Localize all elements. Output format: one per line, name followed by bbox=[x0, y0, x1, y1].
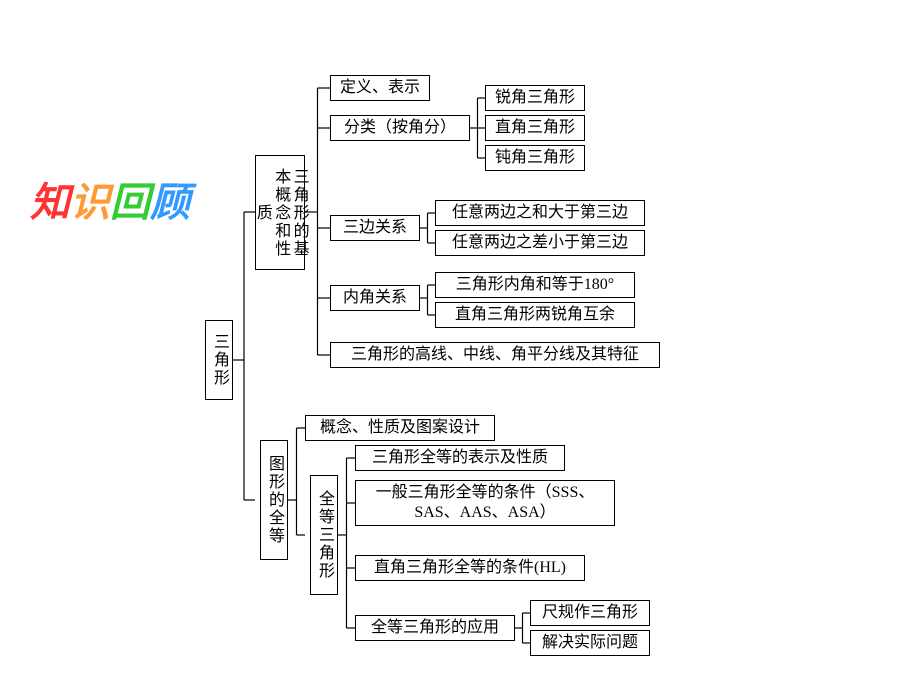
tree-node-cong: 全等三角形 bbox=[310, 475, 338, 595]
tree-node-angle: 内角关系 bbox=[330, 285, 420, 311]
tree-node-c3: 直角三角形全等的条件(HL) bbox=[355, 555, 585, 581]
tree-node-l1a: 三角形的基本概念和性质 bbox=[255, 155, 305, 270]
tree-node-cls2: 直角三角形 bbox=[485, 115, 585, 141]
tree-node-lines: 三角形的高线、中线、角平分线及其特征 bbox=[330, 342, 660, 368]
tree-node-c4a: 尺规作三角形 bbox=[530, 600, 650, 626]
tree-node-c2: 一般三角形全等的条件（SSS、SAS、AAS、ASA） bbox=[355, 480, 615, 526]
tree-node-edge1: 任意两边之和大于第三边 bbox=[435, 200, 645, 226]
page-title: 知识回顾 bbox=[30, 170, 190, 228]
title-char-1: 知 bbox=[30, 180, 70, 225]
tree-node-cls: 分类（按角分） bbox=[330, 115, 470, 141]
tree-node-c4b: 解决实际问题 bbox=[530, 630, 650, 656]
title-char-2: 识 bbox=[70, 180, 110, 225]
tree-node-l1b: 图形的全等 bbox=[260, 440, 288, 560]
tree-node-cls1: 锐角三角形 bbox=[485, 85, 585, 111]
title-char-4: 顾 bbox=[150, 180, 190, 225]
tree-node-root: 三角形 bbox=[205, 320, 233, 400]
tree-node-def: 定义、表示 bbox=[330, 75, 430, 101]
title-char-3: 回 bbox=[110, 180, 150, 225]
tree-node-ang1: 三角形内角和等于180° bbox=[435, 272, 635, 298]
tree-node-c4: 全等三角形的应用 bbox=[355, 615, 515, 641]
tree-node-edge: 三边关系 bbox=[330, 215, 420, 241]
tree-node-edge2: 任意两边之差小于第三边 bbox=[435, 230, 645, 256]
tree-node-c1: 三角形全等的表示及性质 bbox=[355, 445, 565, 471]
tree-node-cpt: 概念、性质及图案设计 bbox=[305, 415, 495, 441]
tree-node-ang2: 直角三角形两锐角互余 bbox=[435, 302, 635, 328]
tree-node-cls3: 钝角三角形 bbox=[485, 145, 585, 171]
